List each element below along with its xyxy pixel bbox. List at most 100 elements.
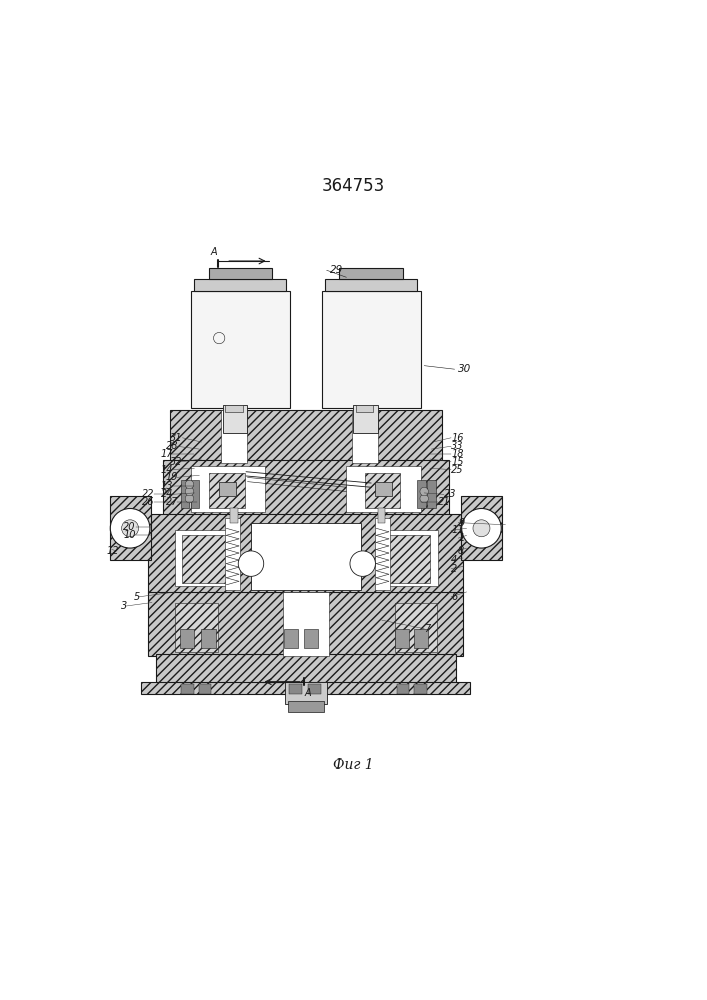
- Text: 10: 10: [123, 530, 136, 540]
- Bar: [201, 629, 216, 648]
- Text: 18: 18: [451, 449, 464, 459]
- Text: A: A: [210, 247, 217, 257]
- Text: 32: 32: [170, 457, 182, 467]
- Bar: [251, 523, 361, 590]
- Bar: [191, 480, 199, 508]
- Bar: [352, 410, 378, 463]
- Text: 8: 8: [458, 546, 464, 556]
- Bar: [191, 466, 265, 512]
- Bar: [163, 460, 449, 516]
- Bar: [414, 629, 428, 648]
- Circle shape: [214, 332, 225, 344]
- Text: 17: 17: [160, 449, 173, 459]
- Bar: [283, 592, 329, 656]
- Bar: [221, 410, 247, 463]
- Bar: [180, 629, 194, 648]
- Bar: [110, 496, 151, 560]
- Text: 20: 20: [123, 522, 136, 532]
- Bar: [354, 405, 378, 433]
- Bar: [461, 496, 502, 560]
- Bar: [339, 268, 403, 279]
- Bar: [289, 684, 302, 694]
- Bar: [141, 682, 470, 694]
- Bar: [325, 279, 417, 291]
- Bar: [175, 603, 218, 652]
- Bar: [375, 482, 392, 496]
- Bar: [225, 405, 243, 412]
- Bar: [308, 684, 321, 694]
- Bar: [182, 535, 230, 583]
- Text: 14: 14: [160, 465, 173, 475]
- Text: 22: 22: [141, 489, 154, 499]
- Text: 30: 30: [458, 364, 472, 374]
- Text: 13: 13: [160, 481, 173, 491]
- Circle shape: [185, 494, 194, 503]
- Bar: [175, 530, 238, 586]
- Text: 26: 26: [141, 497, 154, 507]
- Bar: [356, 405, 373, 412]
- Bar: [375, 518, 390, 590]
- Bar: [219, 482, 236, 496]
- Text: 1: 1: [458, 533, 464, 543]
- Bar: [156, 654, 456, 684]
- Circle shape: [473, 520, 490, 537]
- Bar: [194, 279, 286, 291]
- Bar: [209, 268, 272, 279]
- Bar: [427, 480, 436, 508]
- Text: 11: 11: [451, 525, 464, 535]
- Circle shape: [110, 508, 150, 548]
- Text: 5: 5: [134, 592, 140, 602]
- Bar: [322, 291, 421, 408]
- Text: A: A: [304, 688, 311, 698]
- Text: 21: 21: [438, 497, 451, 507]
- Circle shape: [185, 487, 194, 496]
- Bar: [199, 684, 211, 694]
- Text: 19: 19: [165, 472, 178, 482]
- Bar: [414, 684, 427, 694]
- Bar: [181, 480, 189, 508]
- Text: 16: 16: [451, 433, 464, 443]
- Bar: [365, 473, 400, 508]
- Bar: [378, 508, 385, 523]
- Bar: [284, 629, 298, 648]
- Text: 9: 9: [458, 518, 464, 528]
- Circle shape: [238, 551, 264, 576]
- Bar: [285, 682, 327, 704]
- Text: 2: 2: [451, 564, 457, 574]
- Circle shape: [420, 494, 428, 503]
- Bar: [181, 684, 194, 694]
- Bar: [148, 514, 463, 593]
- Circle shape: [420, 487, 428, 496]
- Circle shape: [122, 520, 139, 537]
- Circle shape: [185, 480, 194, 489]
- Bar: [395, 603, 437, 652]
- Bar: [397, 684, 409, 694]
- Bar: [346, 466, 421, 512]
- Bar: [304, 629, 318, 648]
- Bar: [382, 535, 430, 583]
- Bar: [225, 518, 240, 590]
- Text: 3: 3: [121, 601, 127, 611]
- Bar: [288, 701, 324, 712]
- Bar: [191, 291, 290, 408]
- Text: 31: 31: [170, 433, 182, 443]
- Circle shape: [462, 508, 501, 548]
- Bar: [148, 592, 463, 656]
- Text: 6: 6: [451, 592, 457, 602]
- Text: 28: 28: [165, 441, 178, 451]
- Text: 15: 15: [451, 457, 464, 467]
- Circle shape: [350, 551, 375, 576]
- Text: 27: 27: [165, 497, 178, 507]
- Bar: [376, 530, 438, 586]
- Bar: [223, 405, 247, 433]
- Text: 25: 25: [451, 465, 464, 475]
- Text: 12: 12: [106, 546, 119, 556]
- Bar: [230, 508, 238, 523]
- Text: 4: 4: [451, 555, 457, 565]
- Bar: [417, 480, 426, 508]
- Text: 364753: 364753: [322, 177, 385, 195]
- Bar: [170, 410, 442, 463]
- Text: 33: 33: [451, 441, 464, 451]
- Text: 24: 24: [160, 489, 173, 499]
- Bar: [209, 473, 245, 508]
